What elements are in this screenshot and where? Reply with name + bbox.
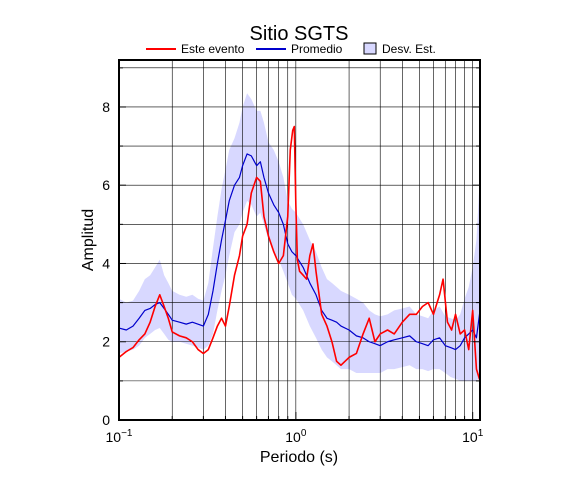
series-line-promedio [118, 153, 481, 351]
legend-swatch [363, 42, 377, 55]
y-tick-label: 0 [102, 412, 110, 428]
x-tick-label: 101 [462, 428, 484, 445]
legend-label: Este evento [181, 42, 245, 56]
y-axis-label: Amplitud [80, 209, 97, 271]
x-tick-label: 100 [285, 428, 307, 445]
x-axis-label: Periodo (s) [260, 449, 338, 466]
y-tick-label: 2 [102, 334, 110, 350]
series-line-este-evento [118, 125, 481, 382]
y-tick-label: 6 [102, 177, 110, 193]
legend-label: Promedio [291, 42, 343, 56]
tick-layer: 0 2 4 6 8 10−1 100 101 [102, 67, 484, 445]
legend-label: Desv. Est. [382, 42, 436, 56]
grid-layer [118, 60, 480, 420]
legend: Este evento Promedio Desv. Est. [146, 42, 436, 56]
x-tick-label: 10−1 [106, 428, 133, 445]
series-line-layer [118, 125, 481, 382]
y-tick-label: 8 [102, 99, 110, 115]
y-tick-label: 4 [102, 255, 110, 271]
chart-title: Sitio SGTS [250, 23, 349, 45]
plot-frame [118, 59, 481, 421]
